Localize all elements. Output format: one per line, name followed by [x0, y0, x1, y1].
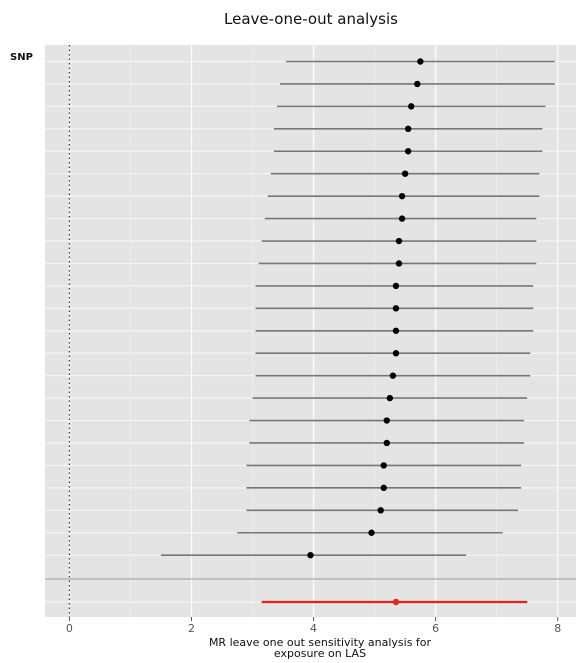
point-estimate	[307, 551, 314, 559]
point-estimate	[383, 417, 390, 424]
point-estimate	[414, 80, 421, 88]
point-estimate	[401, 170, 409, 177]
x-axis-label-line-2: exposure on LAS	[274, 647, 366, 660]
point-estimate	[404, 148, 412, 155]
x-tick-label: 8	[554, 622, 561, 635]
point-estimate	[377, 507, 384, 514]
point-estimate	[417, 58, 424, 65]
x-tick-label: 4	[310, 622, 317, 635]
point-estimate	[386, 394, 394, 402]
point-estimate	[380, 462, 387, 469]
point-estimate	[395, 260, 403, 267]
x-axis: 0 2 4 6 8	[66, 617, 561, 635]
point-estimate	[392, 350, 400, 357]
point-estimate	[392, 282, 400, 290]
data-marks	[68, 45, 555, 617]
point-estimate	[408, 103, 415, 110]
x-axis-label-line-1: MR leave one out sensitivity analysis fo…	[209, 636, 432, 649]
overall-point-estimate	[392, 598, 400, 606]
point-estimate	[380, 484, 387, 492]
point-estimate	[389, 372, 397, 379]
point-estimate	[368, 529, 375, 536]
x-tick-label: 0	[66, 622, 73, 635]
x-tick-label: 2	[188, 622, 195, 635]
point-estimate	[398, 215, 406, 222]
y-axis-label: SNP	[10, 52, 33, 63]
point-estimate	[398, 192, 406, 200]
chart-title: Leave-one-out analysis	[224, 10, 398, 28]
point-estimate	[383, 439, 390, 447]
point-estimate	[404, 125, 412, 133]
point-estimate	[392, 327, 400, 334]
x-tick-label: 6	[432, 622, 439, 635]
point-estimate	[395, 237, 403, 245]
point-estimate	[392, 305, 400, 312]
